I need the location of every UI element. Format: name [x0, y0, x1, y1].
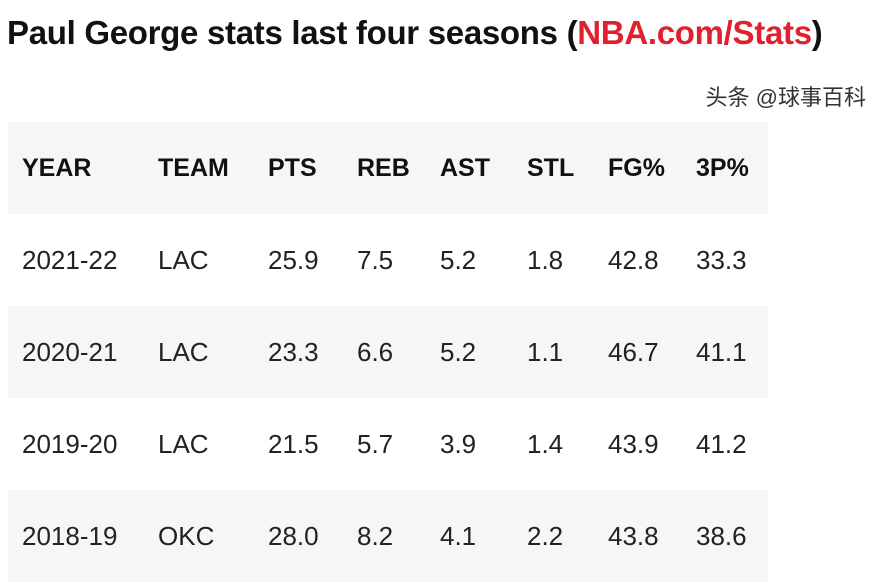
- table-cell: 21.5: [268, 429, 319, 459]
- table-cell: OKC: [158, 521, 215, 551]
- page-title: Paul George stats last four seasons (NBA…: [7, 14, 823, 52]
- table-cell: 2021-22: [22, 245, 118, 275]
- table-cell: 5.2: [440, 245, 477, 275]
- table-cell: 8.2: [357, 521, 394, 551]
- table-cell: LAC: [158, 337, 209, 367]
- table-cell: 28.0: [268, 521, 319, 551]
- table-cell: 2019-20: [22, 429, 118, 459]
- table-cell: 2018-19: [22, 521, 118, 551]
- table-cell: 2020-21: [22, 337, 118, 367]
- table-cell: 1.4: [527, 429, 564, 459]
- table-cell: LAC: [158, 429, 209, 459]
- table-cell: 23.3: [268, 337, 319, 367]
- table-cell: 2.2: [527, 521, 564, 551]
- table-cell: LAC: [158, 245, 209, 275]
- table-cell: 1.1: [527, 337, 564, 367]
- column-header: YEAR: [22, 154, 92, 182]
- table-cell: 33.3: [696, 245, 747, 275]
- table-row: 2020-21 LAC 23.3 6.6 5.2 1.1 46.7 41.1: [8, 306, 768, 398]
- paren-open: (: [566, 14, 578, 51]
- paren-close: ): [811, 14, 823, 51]
- table-header-row: YEAR TEAM PTS REB AST STL FG% 3P%: [8, 122, 768, 214]
- table-cell: 43.8: [608, 521, 659, 551]
- table-cell: 3.9: [440, 429, 477, 459]
- table-row: 2021-22 LAC 25.9 7.5 5.2 1.8 42.8 33.3: [8, 214, 768, 306]
- column-header: PTS: [268, 154, 317, 182]
- title-text: Paul George stats last four seasons: [7, 14, 567, 51]
- table-cell: 41.1: [696, 337, 747, 367]
- stats-table: YEAR TEAM PTS REB AST STL FG% 3P% 2021-22 LAC 25.…: [8, 122, 768, 582]
- table-cell: 38.6: [696, 521, 747, 551]
- table-cell: 25.9: [268, 245, 319, 275]
- column-header: REB: [357, 154, 410, 182]
- column-header: FG%: [608, 154, 665, 182]
- watermark: 头条 @球事百科: [705, 85, 866, 110]
- column-header: AST: [440, 154, 490, 182]
- table-cell: 7.5: [357, 245, 394, 275]
- column-header: 3P%: [696, 154, 749, 182]
- table-cell: 5.7: [357, 429, 394, 459]
- table-cell: 43.9: [608, 429, 659, 459]
- table-cell: 46.7: [608, 337, 659, 367]
- table-cell: 42.8: [608, 245, 659, 275]
- source-link[interactable]: NBA.com/Stats: [577, 14, 812, 51]
- column-header: STL: [527, 154, 575, 182]
- table-cell: 41.2: [696, 429, 747, 459]
- column-header: TEAM: [158, 154, 229, 182]
- table-row: 2018-19 OKC 28.0 8.2 4.1 2.2 43.8 38.6: [8, 490, 768, 582]
- table-cell: 1.8: [527, 245, 564, 275]
- table-cell: 4.1: [440, 521, 477, 551]
- table-row: 2019-20 LAC 21.5 5.7 3.9 1.4 43.9 41.2: [8, 398, 768, 490]
- table-cell: 5.2: [440, 337, 477, 367]
- table-cell: 6.6: [357, 337, 394, 367]
